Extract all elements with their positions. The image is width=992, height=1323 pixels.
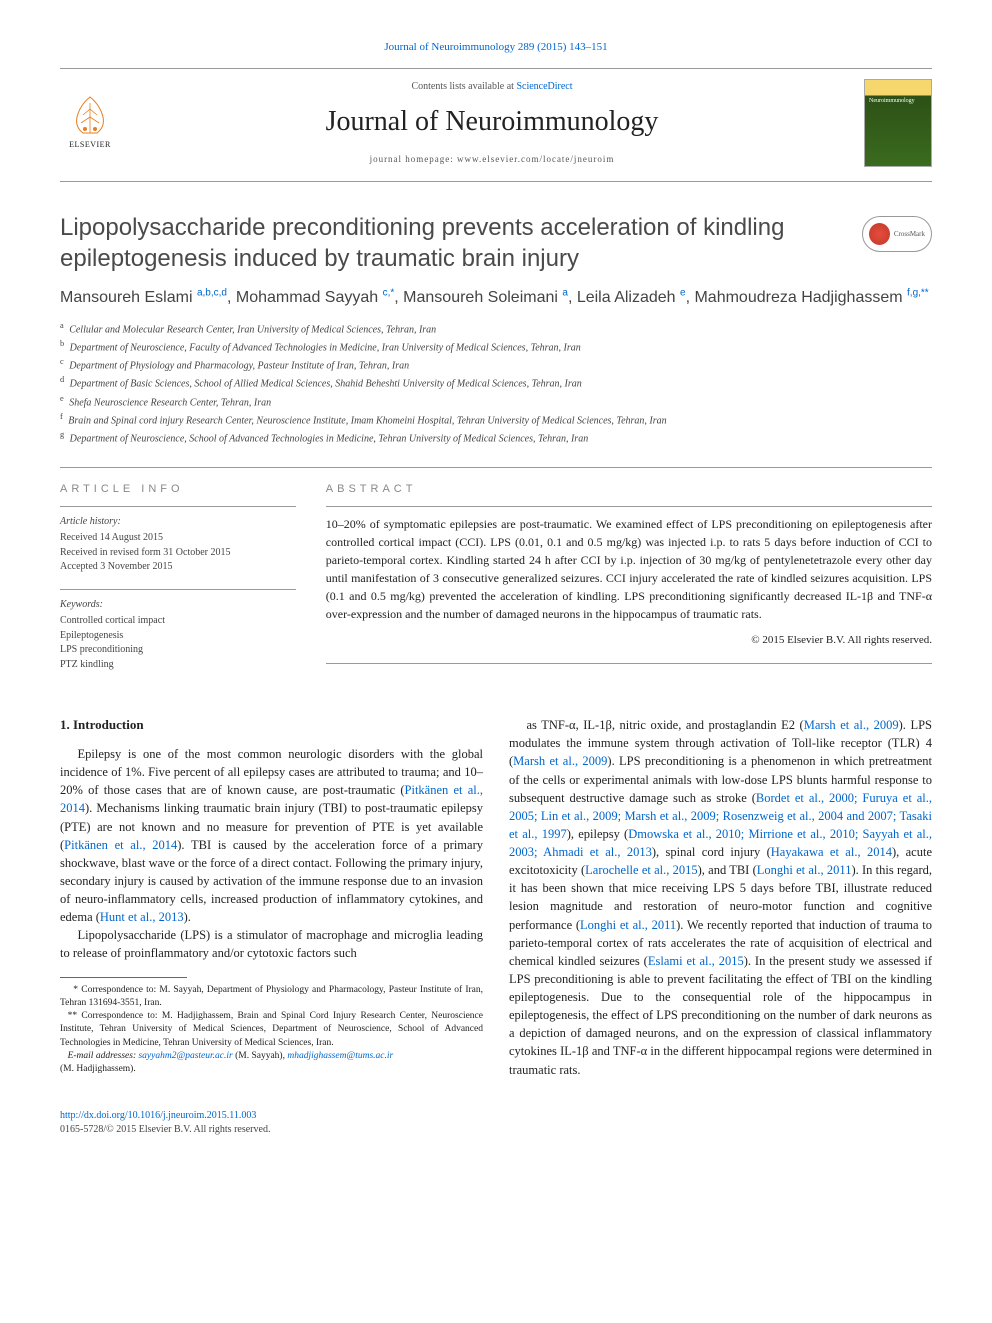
affiliation-line: c Department of Physiology and Pharmacol… (60, 356, 932, 373)
keywords-block: Keywords: Controlled cortical impact Epi… (60, 589, 296, 673)
keyword: LPS preconditioning (60, 643, 296, 658)
elsevier-tree-icon (65, 95, 115, 137)
body-paragraph: as TNF-α, IL-1β, nitric oxide, and prost… (509, 716, 932, 1079)
journal-title: Journal of Neuroimmunology (120, 102, 864, 143)
history-line: Received in revised form 31 October 2015 (60, 546, 296, 561)
affiliation-line: e Shefa Neuroscience Research Center, Te… (60, 393, 932, 410)
article-info-label: ARTICLE INFO (60, 482, 296, 498)
affiliation-line: g Department of Neuroscience, School of … (60, 429, 932, 446)
doi-link[interactable]: http://dx.doi.org/10.1016/j.jneuroim.201… (60, 1110, 256, 1121)
sciencedirect-link[interactable]: ScienceDirect (516, 81, 572, 92)
elsevier-logo: ELSEVIER (60, 93, 120, 153)
footer-bar: http://dx.doi.org/10.1016/j.jneuroim.201… (60, 1109, 932, 1138)
affiliation-line: d Department of Basic Sciences, School o… (60, 374, 932, 391)
email-link[interactable]: mhadjighassem@tums.ac.ir (287, 1051, 393, 1061)
section-divider (60, 467, 932, 468)
body-text: 1. Introduction Epilepsy is one of the m… (60, 716, 932, 1079)
journal-header: ELSEVIER Contents lists available at Sci… (60, 68, 932, 182)
affiliations-list: a Cellular and Molecular Research Center… (60, 320, 932, 447)
crossmark-badge[interactable]: CrossMark (862, 216, 932, 252)
keyword: Epileptogenesis (60, 629, 296, 644)
abstract-text: 10–20% of symptomatic epilepsies are pos… (326, 515, 932, 623)
keywords-heading: Keywords: (60, 598, 296, 613)
copyright-line: © 2015 Elsevier B.V. All rights reserved… (326, 633, 932, 649)
authors-line: Mansoureh Eslami a,b,c,d, Mohammad Sayya… (60, 286, 932, 309)
article-history-block: Article history: Received 14 August 2015… (60, 506, 296, 575)
section-heading: 1. Introduction (60, 716, 483, 735)
abstract-bottom-rule (326, 663, 932, 664)
footnotes-block: * Correspondence to: M. Sayyah, Departme… (60, 984, 483, 1077)
elsevier-label: ELSEVIER (69, 139, 111, 151)
email-link[interactable]: sayyahm2@pasteur.ac.ir (138, 1051, 232, 1061)
body-paragraph: Lipopolysaccharide (LPS) is a stimulator… (60, 926, 483, 962)
keyword: Controlled cortical impact (60, 614, 296, 629)
journal-cover-thumbnail: Neuroimmunology (864, 79, 932, 167)
history-line: Received 14 August 2015 (60, 531, 296, 546)
affiliation-line: f Brain and Spinal cord injury Research … (60, 411, 932, 428)
history-line: Accepted 3 November 2015 (60, 560, 296, 575)
email-addresses-line: E-mail addresses: sayyahm2@pasteur.ac.ir… (60, 1050, 483, 1077)
footnote-divider (60, 977, 187, 978)
affiliation-line: a Cellular and Molecular Research Center… (60, 320, 932, 337)
homepage-url[interactable]: www.elsevier.com/locate/jneuroim (457, 154, 614, 164)
history-heading: Article history: (60, 515, 296, 530)
keyword: PTZ kindling (60, 658, 296, 673)
body-paragraph: Epilepsy is one of the most common neuro… (60, 745, 483, 926)
affiliation-line: b Department of Neuroscience, Faculty of… (60, 338, 932, 355)
crossmark-label: CrossMark (894, 229, 925, 239)
abstract-label: ABSTRACT (326, 482, 932, 498)
contents-line: Contents lists available at ScienceDirec… (120, 80, 864, 95)
cover-label: Neuroimmunology (869, 97, 915, 106)
crossmark-icon (869, 223, 890, 245)
article-title: Lipopolysaccharide preconditioning preve… (60, 212, 842, 274)
homepage-line: journal homepage: www.elsevier.com/locat… (120, 153, 864, 166)
correspondence-note: * Correspondence to: M. Sayyah, Departme… (60, 984, 483, 1011)
journal-issue-link[interactable]: Journal of Neuroimmunology 289 (2015) 14… (60, 40, 932, 56)
correspondence-note: ** Correspondence to: M. Hadjighassem, B… (60, 1010, 483, 1050)
issn-copyright: 0165-5728/© 2015 Elsevier B.V. All right… (60, 1124, 270, 1135)
